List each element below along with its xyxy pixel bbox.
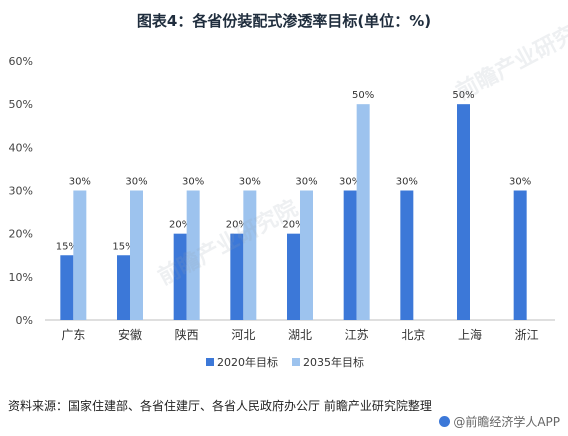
data-label: 30% bbox=[396, 177, 418, 188]
x-tick-label: 江苏 bbox=[345, 328, 369, 342]
brand-logo-icon bbox=[439, 416, 451, 427]
bar-series2 bbox=[186, 190, 200, 320]
bar-series2 bbox=[243, 190, 257, 320]
bar-series1 bbox=[117, 255, 130, 320]
legend-label: 2020年目标 bbox=[217, 355, 278, 369]
bar-series1 bbox=[173, 233, 187, 320]
bar-series1 bbox=[60, 255, 74, 320]
y-tick-label: 10% bbox=[9, 271, 33, 284]
legend-swatch bbox=[206, 358, 214, 366]
x-tick-label: 陕西 bbox=[175, 327, 199, 342]
x-tick-label: 河北 bbox=[231, 328, 255, 342]
y-tick-label: 20% bbox=[9, 228, 33, 241]
source-note: 资料来源：国家住建部、各省住建厅、各省人民政府办公厅 前瞻产业研究院整理 bbox=[8, 399, 432, 413]
data-label: 20% bbox=[282, 220, 304, 231]
legend-label: 2035年目标 bbox=[303, 355, 364, 369]
data-label: 20% bbox=[226, 220, 248, 231]
brand-label: @前瞻经济学人APP bbox=[439, 413, 560, 430]
bar-series1 bbox=[230, 233, 244, 320]
bar-series2 bbox=[130, 190, 143, 320]
data-label: 50% bbox=[452, 90, 474, 101]
y-tick-label: 0% bbox=[16, 314, 33, 327]
bar-series1 bbox=[457, 104, 470, 321]
x-tick-label: 上海 bbox=[458, 327, 482, 342]
y-tick-label: 40% bbox=[9, 141, 33, 154]
data-label: 30% bbox=[69, 177, 91, 188]
data-label: 30% bbox=[182, 177, 204, 188]
data-label: 50% bbox=[352, 90, 374, 101]
data-label: 30% bbox=[295, 177, 317, 188]
bar-series1 bbox=[400, 190, 414, 320]
data-label: 30% bbox=[509, 177, 531, 188]
x-tick-label: 安徽 bbox=[118, 327, 142, 342]
data-label: 20% bbox=[169, 220, 191, 231]
y-tick-label: 60% bbox=[9, 55, 33, 68]
data-label: 15% bbox=[56, 241, 78, 252]
x-tick-label: 浙江 bbox=[515, 328, 539, 342]
y-tick-label: 50% bbox=[9, 98, 33, 111]
data-label: 30% bbox=[239, 177, 261, 188]
data-label: 30% bbox=[339, 177, 361, 188]
data-label: 15% bbox=[112, 241, 134, 252]
x-tick-label: 广东 bbox=[61, 328, 85, 342]
x-tick-label: 湖北 bbox=[288, 327, 312, 342]
y-tick-label: 30% bbox=[9, 185, 33, 198]
bar-series1 bbox=[287, 233, 300, 320]
bar-series1 bbox=[343, 190, 357, 320]
bar-series2 bbox=[300, 190, 313, 320]
bar-series1 bbox=[513, 190, 527, 320]
x-tick-label: 北京 bbox=[401, 328, 425, 342]
bar-series2 bbox=[356, 104, 370, 321]
brand-text: @前瞻经济学人APP bbox=[453, 415, 560, 429]
bar-series2 bbox=[73, 190, 87, 320]
chart-title: 图表4：各省份装配式渗透率目标(单位：%) bbox=[136, 12, 432, 30]
data-label: 30% bbox=[125, 177, 147, 188]
legend-swatch bbox=[292, 358, 300, 366]
